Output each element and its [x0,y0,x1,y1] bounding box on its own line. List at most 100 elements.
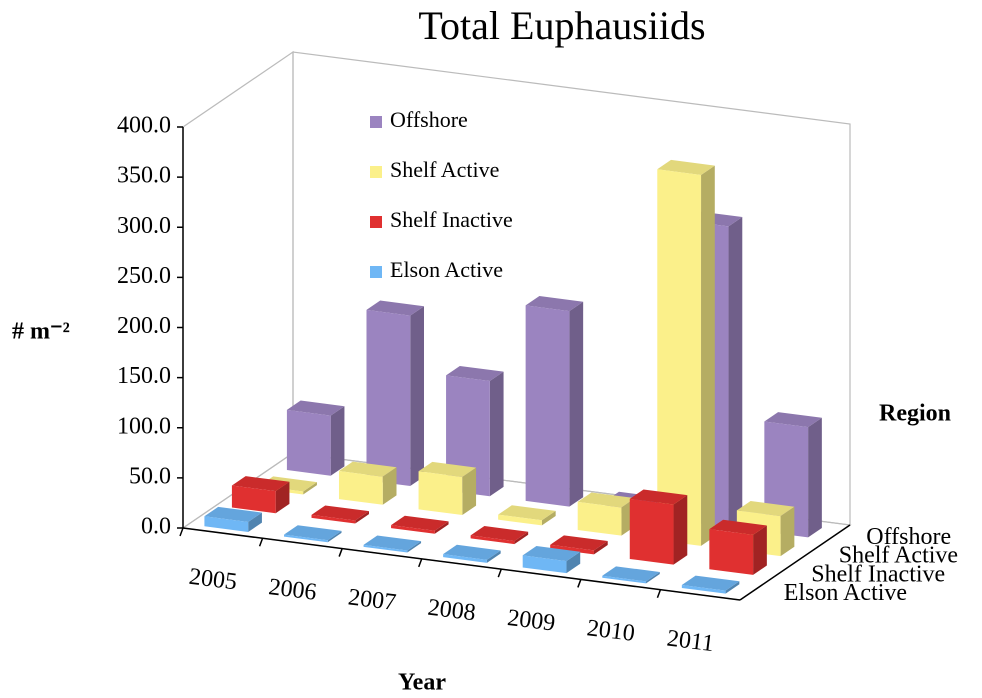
bar-group [391,515,449,534]
bar-group [498,505,556,526]
x-tick-label: 2009 [506,605,557,637]
bar [602,575,647,584]
bar [629,498,674,565]
bar-group [577,492,636,536]
bar-side [327,530,342,543]
x-tick [656,589,662,598]
bar-top [577,492,636,508]
bar-side [489,371,504,497]
y-tick-label: 150.0 [117,363,171,389]
bar-side [780,506,795,557]
bar [363,544,408,553]
x-tick [418,558,423,568]
x-tick [338,548,343,557]
bar-group [283,525,342,543]
legend-swatch [370,216,382,228]
x-tick-label: 2006 [267,574,318,606]
bar [525,305,570,507]
bar-side [569,301,584,507]
bar-side [673,495,688,565]
bar [709,529,754,575]
bar-top [709,519,767,535]
x-tick-label: 2011 [665,626,715,658]
bar-group [470,526,529,545]
bar-group [204,506,262,532]
bar-group [681,575,740,594]
bar-side [462,467,477,516]
bar-top [525,296,584,312]
bar [204,516,249,532]
y-tick-label: 200.0 [117,313,171,339]
y-tick-label: 100.0 [117,413,171,439]
bar-side [753,525,767,575]
legend-label: Shelf Inactive [390,207,513,232]
bar-group [657,159,715,546]
bar-top [602,566,660,582]
y-tick-label: 300.0 [117,213,171,239]
bar-side [566,551,581,574]
z-tick-label: Shelf Active [839,543,958,569]
bar-group [311,505,369,524]
legend-label: Elson Active [390,257,503,282]
bar-side [434,521,449,534]
bar [283,534,328,543]
z-tick-label: Shelf Inactive [811,561,945,587]
bar-side [407,541,422,553]
y-tick-label: 50.0 [129,463,171,489]
bar-side [275,481,290,514]
bar-top [391,515,449,531]
bar-group [366,300,424,486]
bar-group [338,461,397,505]
bar [470,535,515,545]
y-tick-label: 250.0 [117,263,171,289]
x-tick-label: 2010 [585,615,636,647]
bar-group [231,476,290,514]
bar-side [541,510,556,526]
z-axis-label: Region [879,401,951,427]
bar-top [522,546,581,562]
bar-top [446,365,504,381]
bar-side [808,417,822,538]
bar [681,585,726,594]
bar [522,555,567,574]
legend-label: Shelf Active [390,157,499,182]
x-tick-label: 2008 [426,595,477,627]
bar-side [701,165,715,546]
x-tick [497,568,502,578]
legend-swatch [370,116,382,128]
bar-group [709,519,767,575]
bar-side [410,306,424,486]
bar-top [550,535,608,551]
y-tick-label: 0.0 [141,514,171,540]
bar-side [303,482,317,495]
bar [418,471,463,516]
bar [577,501,622,536]
chart-title: Total Euphausiids [418,3,705,48]
bar-side [514,531,529,545]
legend-label: Offshore [390,107,468,132]
bar [286,409,331,476]
bar-top [736,501,795,517]
x-tick [179,527,184,537]
bar [498,514,542,526]
bar-side [725,581,740,594]
y-tick-label: 350.0 [117,163,171,189]
bar [443,554,487,563]
x-tick [258,538,264,547]
bar-top [657,159,715,175]
bar-group [418,461,477,516]
bar-top [366,300,424,316]
legend-swatch [370,166,382,178]
bar [338,471,383,505]
bar [231,485,276,514]
bar-group [443,544,501,563]
side-wall [182,50,294,530]
bar-group [550,535,608,555]
bar-group [286,400,345,476]
bar-side [248,512,262,532]
bar-side [728,217,743,528]
bar [366,309,411,486]
bar-top [764,412,822,428]
bar-side [330,406,345,476]
y-axis-label: # m⁻² [12,319,70,345]
